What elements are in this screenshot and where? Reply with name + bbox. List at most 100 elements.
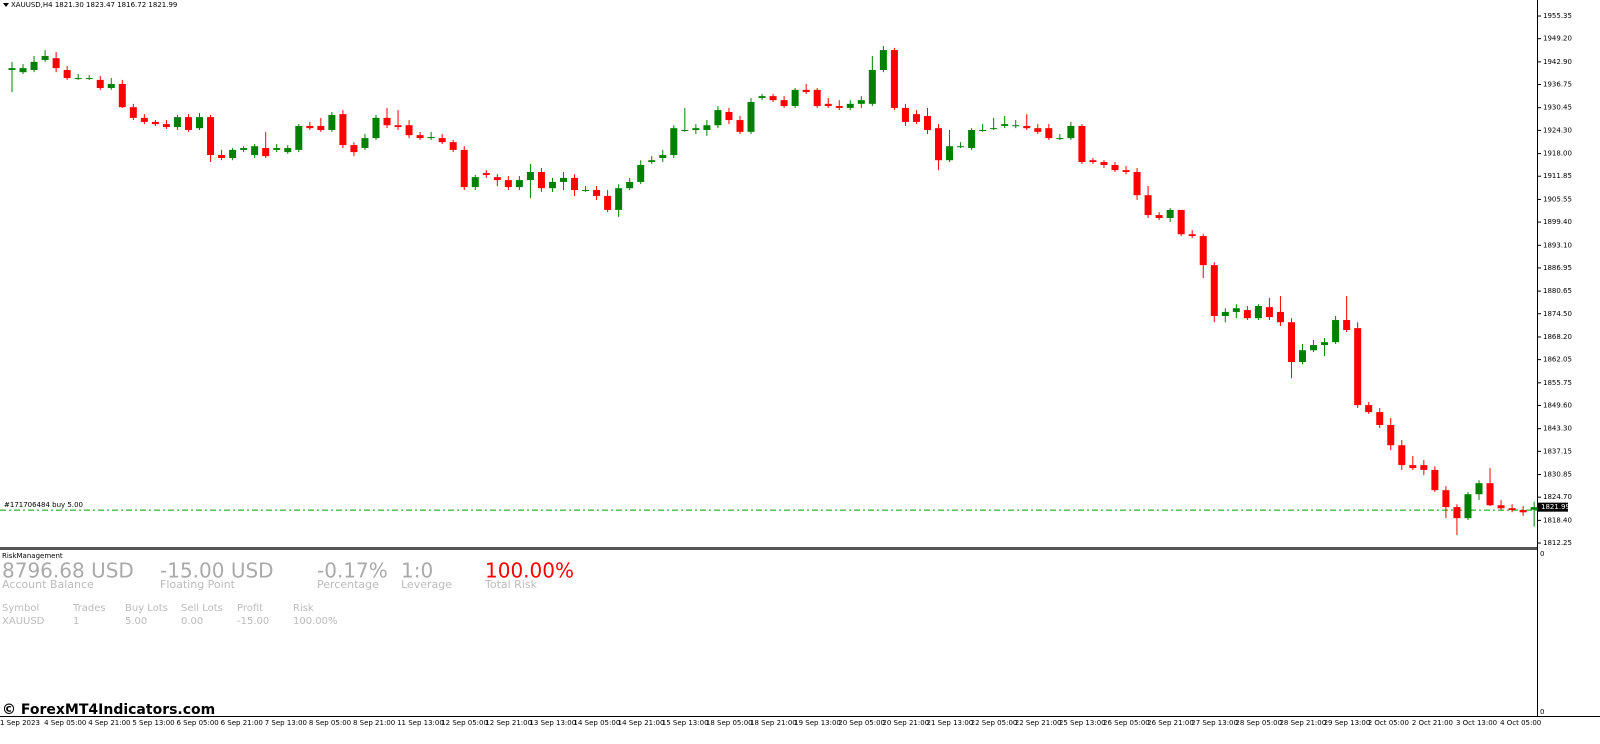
candle-body [1188,234,1196,237]
candle-body [1486,483,1494,506]
candle-body [394,125,402,128]
candle-body [1343,320,1351,330]
symbol: XAUUSD,H4 [11,1,53,9]
table-header: Risk [293,603,314,614]
y-tick-label: 1911.85 [1543,172,1572,180]
x-tick-label: 21 Sep 13:00 [927,719,974,727]
candle-body [957,146,965,148]
x-tick-label: 20 Sep 05:00 [838,719,885,727]
candle-body [1221,311,1229,316]
candle-body [747,102,755,132]
candle-body [813,89,821,107]
candle-body [229,149,237,158]
y-tick-label: 1924.30 [1543,126,1572,134]
candle-body [438,138,446,143]
candle-body [901,107,909,122]
candle-body [1453,507,1461,519]
high-label: 1823.47 [86,1,115,9]
candle-body [8,68,16,70]
candle-body [350,145,358,153]
candle-body [1387,424,1395,446]
table-cell: 100.00% [293,616,338,627]
candle-body [604,195,612,210]
x-tick-label: 28 Sep 21:00 [1279,719,1326,727]
candle-body [328,114,336,131]
candle-body [184,117,192,131]
candle-body [1508,508,1516,511]
candle-body [560,177,567,182]
candle-body [96,79,104,89]
x-tick-label: 27 Sep 13:00 [1191,719,1238,727]
x-tick-label: 26 Sep 21:00 [1147,719,1194,727]
x-tick-label: 18 Sep 21:00 [750,719,797,727]
candle-body [405,125,413,136]
summary-label: Total Risk [484,578,538,591]
candle-body [648,160,656,163]
candle-body [725,111,733,121]
x-tick-label: 18 Sep 05:00 [706,719,753,727]
candle-body [923,116,931,131]
candle-body [615,188,623,210]
candle-body [659,155,667,158]
x-tick-label: 6 Sep 05:00 [176,719,218,727]
candle-body [1199,236,1207,266]
x-tick-label: 14 Sep 05:00 [574,719,621,727]
candle-body [912,114,920,122]
summary-value: 100.00% [485,559,574,583]
y-tick-label: 1918.00 [1543,150,1572,158]
candle-body [802,89,810,93]
price-marker-label: 1821.99 [1541,503,1570,511]
candle-body [703,125,711,131]
x-tick-label: 7 Sep 13:00 [265,719,307,727]
candle-body [1299,350,1307,363]
candle-body [74,78,82,80]
x-tick-label: 4 Oct 05:00 [1500,719,1541,727]
y-tick-label: 1862.05 [1543,356,1572,364]
candle-body [526,171,534,181]
candle-body [85,78,93,80]
candle-body [1078,125,1086,163]
candle-body [482,173,490,175]
x-tick-label: 22 Sep 05:00 [971,719,1018,727]
candle-body [1409,465,1417,469]
candle-body [339,114,347,146]
candle-body [383,117,391,126]
candle-body [1133,171,1141,196]
candle-body [681,130,689,132]
table-header: Sell Lots [181,603,223,614]
candle-body [571,177,579,191]
indicator-axis-bottom: 0 [1540,708,1544,716]
candle-body [1530,507,1538,510]
table-header: Profit [237,603,263,614]
x-tick-label: 8 Sep 21:00 [353,719,395,727]
y-tick-label: 1818.40 [1543,516,1572,524]
x-tick-label: 2 Oct 05:00 [1368,719,1409,727]
summary-value: 8796.68 USD [2,559,134,583]
candle-body [1023,125,1031,129]
candle-body [1122,170,1130,172]
candle-body [1287,322,1295,363]
close-label: 1821.99 [148,1,177,9]
candle-body [758,96,766,98]
table-cell: -15.00 [237,616,269,627]
menu-arrow[interactable] [3,3,9,7]
candle-body [935,128,943,161]
candle-body [1089,160,1097,163]
candle-body [140,117,148,122]
candle-body [1398,445,1406,466]
candle-body [824,103,832,107]
table-cell: XAUUSD [2,616,45,627]
candle-body [968,130,976,149]
candle-body [1210,265,1218,316]
x-tick-label: 19 Sep 13:00 [794,719,841,727]
y-tick-label: 1855.75 [1543,379,1572,387]
candle-body [52,58,60,69]
y-tick-label: 1899.40 [1543,218,1572,226]
y-tick-label: 1868.20 [1543,333,1572,341]
table-cell: 1 [73,616,79,627]
summary-label: Floating Point [160,578,236,591]
table-cell: 0.00 [181,616,203,627]
